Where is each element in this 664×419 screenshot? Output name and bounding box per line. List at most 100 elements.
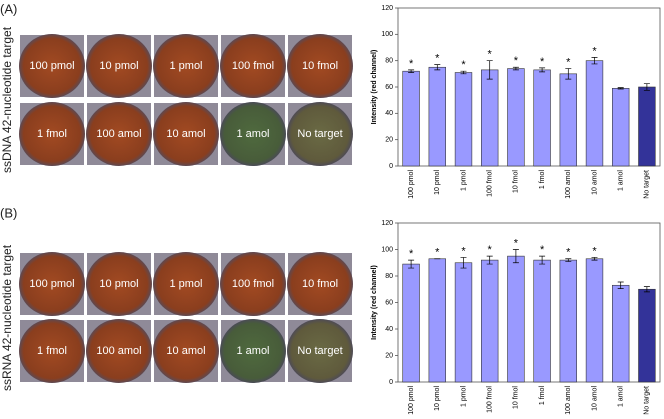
error-bar	[591, 57, 598, 65]
bar	[638, 288, 656, 383]
significance-marker: *	[514, 237, 519, 249]
well-label: No target	[297, 128, 342, 140]
well-label: 10 fmol	[302, 278, 338, 290]
error-bar	[460, 257, 467, 269]
bar	[612, 88, 630, 167]
well-label: 100 pmol	[29, 278, 74, 290]
significance-marker: *	[488, 244, 493, 256]
y-tick-label: 20	[385, 352, 393, 359]
y-tick-label: 120	[381, 220, 393, 227]
well	[19, 319, 85, 383]
well-label: 10 pmol	[99, 60, 138, 72]
y-axis-label: Intensity (red channel)	[371, 50, 378, 125]
y-tick-label: 60	[385, 84, 393, 91]
well-label: 1 fmol	[37, 128, 67, 140]
bar	[454, 262, 473, 383]
x-tick-label: 100 fmol	[487, 386, 494, 413]
significance-marker: *	[461, 59, 466, 71]
significance-marker: *	[592, 245, 597, 257]
well	[19, 252, 85, 316]
well	[220, 34, 286, 98]
error-bar	[486, 60, 493, 80]
y-tick-label: 0	[389, 379, 393, 386]
significance-marker: *	[566, 56, 571, 68]
error-bar	[486, 255, 493, 265]
x-tick-label: 10 pmol	[434, 386, 441, 411]
bar	[638, 86, 656, 167]
well-label: 100 amol	[96, 345, 141, 357]
x-tick-label: 100 amol	[565, 170, 572, 199]
side-label: ssDNA 42-nucleotide target	[0, 26, 14, 173]
well	[153, 319, 219, 383]
significance-marker: *	[540, 56, 545, 68]
x-tick-label: 1 fmol	[539, 170, 546, 190]
error-bar	[408, 259, 415, 269]
bar	[481, 69, 499, 167]
x-tick-label: 10 pmol	[434, 170, 441, 195]
well	[19, 102, 85, 166]
bar	[402, 263, 420, 383]
x-tick-label: 1 amol	[618, 386, 625, 407]
x-tick-label: 10 fmol	[513, 386, 520, 409]
x-tick-label: 10 amol	[591, 386, 598, 411]
y-tick-label: 100	[381, 31, 393, 38]
y-tick-label: 40	[385, 326, 393, 333]
error-bar	[565, 258, 572, 262]
well	[86, 34, 152, 98]
error-bar	[539, 67, 546, 73]
well	[287, 319, 353, 383]
panel-label: (B)	[0, 205, 17, 220]
well	[287, 252, 353, 316]
significance-marker: *	[566, 247, 571, 259]
well	[153, 252, 219, 316]
well-label: 1 pmol	[169, 278, 202, 290]
y-tick-label: 100	[381, 246, 393, 253]
x-tick-label: 1 fmol	[539, 386, 546, 406]
error-bar	[643, 286, 650, 293]
x-tick-label: No target	[644, 170, 651, 199]
significance-marker: *	[488, 49, 493, 61]
error-bar	[460, 70, 467, 75]
well-label: 10 amol	[166, 128, 205, 140]
error-bar	[512, 66, 519, 71]
significance-marker: *	[409, 58, 414, 70]
well	[19, 34, 85, 98]
y-tick-label: 60	[385, 299, 393, 306]
error-bar	[591, 257, 598, 261]
y-tick-label: 120	[381, 5, 393, 12]
y-tick-label: 40	[385, 110, 393, 117]
well	[86, 102, 152, 166]
well-label: 10 pmol	[99, 278, 138, 290]
well-label: 1 amol	[236, 345, 269, 357]
well	[86, 252, 152, 316]
significance-marker: *	[540, 244, 545, 256]
significance-marker: *	[435, 53, 440, 65]
well	[220, 252, 286, 316]
bar	[559, 259, 577, 383]
well	[153, 34, 219, 98]
panel-label: (A)	[0, 1, 17, 16]
side-label: ssRNA 42-nucleotide target	[0, 244, 14, 391]
well-label: 10 fmol	[302, 60, 338, 72]
well-label: 100 fmol	[232, 60, 274, 72]
bar	[585, 60, 604, 167]
well-label: No target	[297, 345, 342, 357]
x-tick-label: 10 amol	[591, 170, 598, 195]
well	[220, 102, 286, 166]
y-axis-label: Intensity (red channel)	[371, 265, 378, 340]
well	[153, 102, 219, 166]
well	[86, 319, 152, 383]
bar	[507, 68, 525, 167]
x-tick-label: 1 amol	[618, 170, 625, 191]
y-tick-label: 20	[385, 137, 393, 144]
x-tick-label: 10 fmol	[513, 170, 520, 193]
x-tick-label: 100 pmol	[408, 170, 415, 199]
bar	[481, 259, 499, 383]
bar	[559, 73, 577, 167]
x-tick-label: 1 pmol	[460, 170, 467, 191]
x-tick-label: 100 fmol	[487, 170, 494, 197]
bar	[533, 259, 551, 383]
y-tick-label: 0	[389, 163, 393, 170]
significance-marker: *	[409, 248, 414, 260]
